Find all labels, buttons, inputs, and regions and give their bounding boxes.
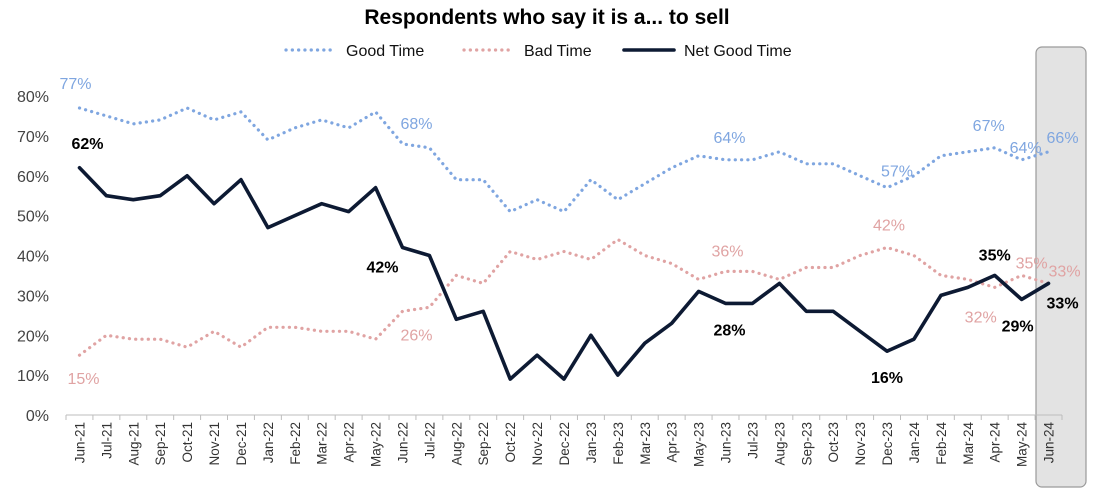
x-tick-label: Apr-23 xyxy=(665,422,680,463)
x-tick-label: Jan-22 xyxy=(261,422,276,463)
series-line-net-good-time xyxy=(77,166,1051,381)
x-tick-label: Jun-21 xyxy=(72,422,87,463)
data-label-good-time: 68% xyxy=(400,116,432,133)
x-tick-label: Sep-23 xyxy=(799,422,814,466)
data-label-bad-time: 33% xyxy=(1049,263,1081,280)
data-label-net-good-time: 29% xyxy=(1002,318,1034,335)
x-tick-label: Jan-24 xyxy=(907,422,922,464)
data-label-bad-time: 15% xyxy=(67,371,99,388)
x-tick-label: Aug-21 xyxy=(126,422,141,466)
x-tick-label: Mar-23 xyxy=(638,422,653,465)
data-label-good-time: 64% xyxy=(713,130,745,147)
x-tick-label: Sep-21 xyxy=(153,422,168,466)
data-label-bad-time: 26% xyxy=(400,327,432,344)
legend-label: Bad Time xyxy=(524,43,592,60)
y-tick-label: 50% xyxy=(17,209,49,226)
data-labels: 77%68%64%57%67%64%66%15%26%36%42%32%35% 3… xyxy=(59,76,1080,388)
x-tick-label: May-23 xyxy=(692,422,707,467)
data-label-net-good-time: 16% xyxy=(871,370,903,387)
x-tick-label: Feb-22 xyxy=(288,422,303,465)
data-label-net-good-time: 28% xyxy=(713,322,745,339)
x-tick-label: Oct-23 xyxy=(826,422,841,463)
data-label-bad-time: 36% xyxy=(711,243,743,260)
highlight-band xyxy=(1035,46,1087,488)
x-tick-label: Jul-22 xyxy=(422,422,437,459)
x-tick-label: Mar-22 xyxy=(315,422,330,465)
y-tick-label: 80% xyxy=(17,89,49,106)
x-tick-label: Jun-22 xyxy=(395,422,410,463)
y-tick-label: 40% xyxy=(17,249,49,266)
data-label-good-time: 66% xyxy=(1047,130,1079,147)
x-tick-label: May-22 xyxy=(369,422,384,467)
chart-title: Respondents who say it is a... to sell xyxy=(364,6,730,29)
data-label-net-good-time: 42% xyxy=(366,260,398,277)
data-label-good-time: 77% xyxy=(59,76,91,93)
data-label-bad-time: 42% xyxy=(873,218,905,235)
data-label-bad-time: 32% xyxy=(965,309,997,326)
x-tick-label: Jun-23 xyxy=(719,422,734,463)
x-tick-label: Dec-21 xyxy=(234,422,249,466)
legend-label: Good Time xyxy=(346,43,424,60)
data-label-good-time: 64% xyxy=(1010,140,1042,157)
x-tick-label: Jun-24 xyxy=(1042,422,1057,464)
x-tick-label: Jul-21 xyxy=(99,422,114,459)
x-tick-label: Dec-23 xyxy=(880,422,895,466)
x-tick-label: Nov-23 xyxy=(853,422,868,466)
y-tick-label: 10% xyxy=(17,368,49,385)
x-tick-label: Oct-21 xyxy=(180,422,195,463)
x-tick-label: Feb-23 xyxy=(611,422,626,465)
y-tick-label: 70% xyxy=(17,129,49,146)
data-label-net-good-time: 62% xyxy=(71,136,103,153)
x-tick-label: Feb-24 xyxy=(934,422,949,465)
data-label-good-time: 67% xyxy=(973,118,1005,135)
data-label-good-time: 57% xyxy=(881,164,913,181)
axes: 0% 10% 20% 30% 40% 50% 60% 70% 80% Jun-21 Jul-21 Au… xyxy=(17,89,1063,468)
series-line-good-time xyxy=(77,106,1051,214)
x-tick-label: Apr-22 xyxy=(342,422,357,463)
legend: Good Time Bad Time Net Good Time xyxy=(284,43,792,60)
x-tick-label: Aug-22 xyxy=(449,422,464,466)
data-label-bad-time: 35% xyxy=(1016,255,1048,272)
x-tick-label: Oct-22 xyxy=(503,422,518,463)
series-lines xyxy=(77,106,1051,381)
x-tick-label: May-24 xyxy=(1015,422,1030,468)
x-tick-label: Sep-22 xyxy=(476,422,491,466)
legend-label: Net Good Time xyxy=(684,43,792,60)
x-tick-label: Dec-22 xyxy=(557,422,572,466)
data-label-net-good-time: 33% xyxy=(1047,295,1079,312)
data-label-net-good-time: 35% xyxy=(979,247,1011,264)
x-tick-label: Apr-24 xyxy=(988,422,1003,463)
series-line-bad-time xyxy=(77,237,1051,357)
y-tick-label: 30% xyxy=(17,288,49,305)
x-tick-label: Jan-23 xyxy=(584,422,599,463)
x-tick-label: Nov-22 xyxy=(530,422,545,466)
x-tick-label: Aug-23 xyxy=(772,422,787,466)
y-tick-label: 0% xyxy=(26,408,49,425)
y-tick-label: 60% xyxy=(17,169,49,186)
x-tick-label: Jul-23 xyxy=(745,422,760,459)
y-tick-label: 20% xyxy=(17,328,49,345)
x-tick-label: Nov-21 xyxy=(207,422,222,466)
x-tick-label: Mar-24 xyxy=(961,422,976,465)
